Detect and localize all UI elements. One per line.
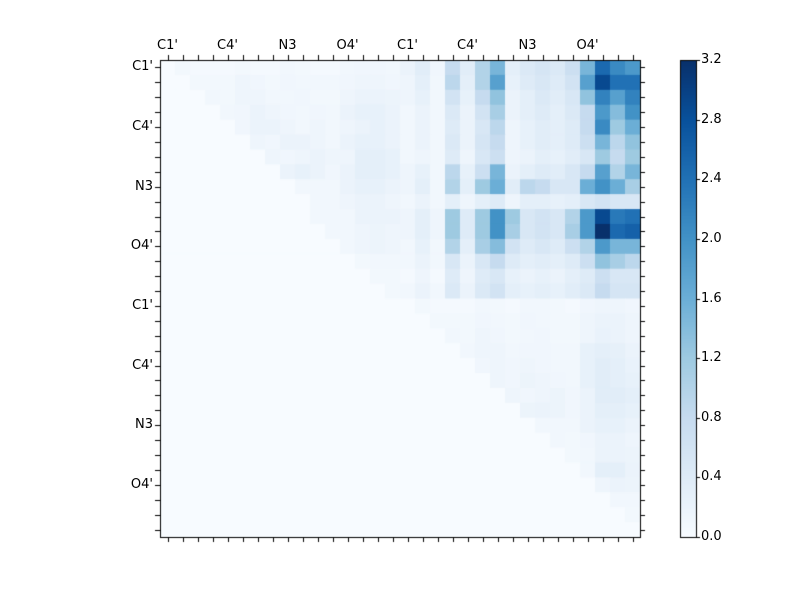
y-axis-tick-label: C4'	[132, 119, 153, 135]
x-axis-tick-label: C4'	[457, 38, 478, 53]
colorbar-tick-label: 1.6	[701, 290, 722, 306]
colorbar-tick-label: 2.4	[701, 171, 722, 187]
x-axis-tick-label: C1'	[157, 38, 178, 53]
colorbar-tick-label: 0.0	[701, 529, 722, 544]
colorbar-tick-label: 0.4	[701, 469, 722, 485]
y-axis-tick-label: C1'	[132, 59, 153, 75]
x-axis-tick-label: N3	[518, 38, 537, 53]
x-axis-tick-label: O4'	[336, 38, 359, 53]
colorbar-tick-label: 2.8	[701, 111, 722, 127]
x-axis-tick-label: O4'	[576, 38, 599, 53]
x-axis-tick-label: C4'	[217, 38, 238, 53]
colorbar-tick-label: 0.8	[701, 409, 722, 425]
colorbar-tick-label: 2.0	[701, 230, 722, 246]
y-axis-tick-label: N3	[135, 178, 153, 194]
x-axis-tick-label: N3	[278, 38, 297, 53]
y-axis-tick-label: C1'	[132, 297, 153, 313]
colorbar-tick-label: 1.2	[701, 350, 722, 366]
y-axis-tick-label: N3	[135, 417, 153, 433]
y-axis-tick-label: C4'	[132, 357, 153, 373]
colorbar-tick-label: 3.2	[701, 52, 722, 67]
y-axis-tick-label: O4'	[130, 238, 153, 254]
x-axis-tick-label: C1'	[397, 38, 418, 53]
y-axis-tick-label: O4'	[130, 476, 153, 492]
